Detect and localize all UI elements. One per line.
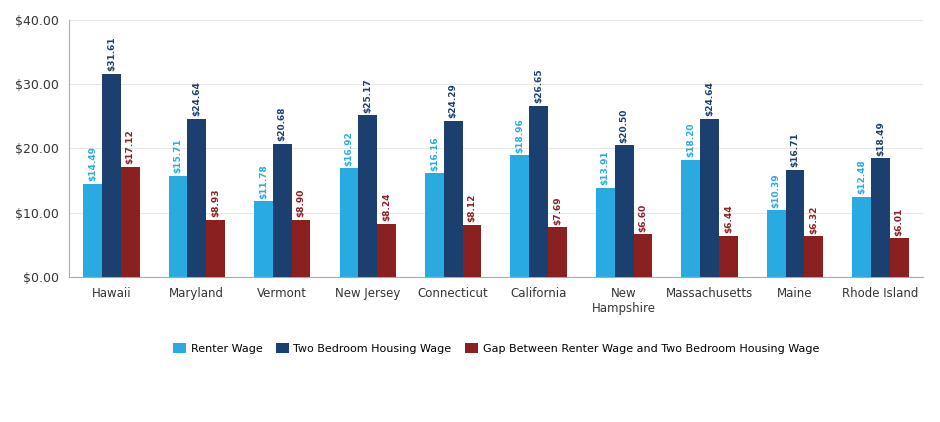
Bar xyxy=(510,155,529,277)
Bar xyxy=(254,201,273,277)
Bar xyxy=(358,115,377,277)
Text: $8.24: $8.24 xyxy=(382,193,391,222)
Text: $6.32: $6.32 xyxy=(809,206,819,234)
Bar xyxy=(634,235,652,277)
Text: $31.61: $31.61 xyxy=(107,37,116,71)
Bar xyxy=(462,225,481,277)
Bar xyxy=(339,168,358,277)
Bar xyxy=(102,74,120,277)
Text: $15.71: $15.71 xyxy=(174,139,182,173)
Text: $24.64: $24.64 xyxy=(705,81,714,116)
Bar xyxy=(890,238,909,277)
Bar xyxy=(615,145,634,277)
Bar xyxy=(853,197,871,277)
Text: $18.49: $18.49 xyxy=(876,121,885,156)
Bar xyxy=(120,167,139,277)
Bar xyxy=(425,173,444,277)
Bar xyxy=(805,236,823,277)
Text: $6.01: $6.01 xyxy=(895,208,903,236)
Bar xyxy=(529,106,548,277)
Text: $20.68: $20.68 xyxy=(277,107,287,141)
Text: $11.78: $11.78 xyxy=(258,164,268,199)
Text: $17.12: $17.12 xyxy=(126,130,134,164)
Text: $8.12: $8.12 xyxy=(467,194,477,222)
Text: $16.16: $16.16 xyxy=(430,136,439,170)
Legend: Renter Wage, Two Bedroom Housing Wage, Gap Between Renter Wage and Two Bedroom H: Renter Wage, Two Bedroom Housing Wage, G… xyxy=(168,339,823,358)
Text: $8.93: $8.93 xyxy=(212,189,220,217)
Bar xyxy=(871,158,890,277)
Bar xyxy=(377,224,396,277)
Text: $6.60: $6.60 xyxy=(638,204,648,232)
Text: $18.20: $18.20 xyxy=(686,123,696,157)
Text: $7.69: $7.69 xyxy=(553,196,562,225)
Bar xyxy=(548,227,567,277)
Bar xyxy=(83,184,102,277)
Bar xyxy=(444,121,462,277)
Bar xyxy=(291,220,310,277)
Bar xyxy=(273,144,291,277)
Bar xyxy=(206,219,225,277)
Bar xyxy=(767,210,786,277)
Text: $20.50: $20.50 xyxy=(619,108,629,143)
Text: $6.44: $6.44 xyxy=(724,204,733,233)
Bar xyxy=(700,119,719,277)
Text: $13.91: $13.91 xyxy=(601,150,610,185)
Text: $24.29: $24.29 xyxy=(448,84,458,118)
Text: $14.49: $14.49 xyxy=(88,146,97,181)
Text: $12.48: $12.48 xyxy=(857,160,866,194)
Bar xyxy=(682,160,700,277)
Text: $18.96: $18.96 xyxy=(515,118,525,152)
Text: $26.65: $26.65 xyxy=(534,68,543,103)
Text: $25.17: $25.17 xyxy=(363,78,372,113)
Text: $24.64: $24.64 xyxy=(193,81,201,116)
Text: $16.92: $16.92 xyxy=(344,131,353,166)
Text: $10.39: $10.39 xyxy=(772,173,781,208)
Bar xyxy=(187,119,206,277)
Text: $8.90: $8.90 xyxy=(296,189,306,217)
Text: $16.71: $16.71 xyxy=(791,132,800,167)
Bar xyxy=(168,176,187,277)
Bar xyxy=(719,235,738,277)
Bar xyxy=(596,187,615,277)
Bar xyxy=(786,170,805,277)
